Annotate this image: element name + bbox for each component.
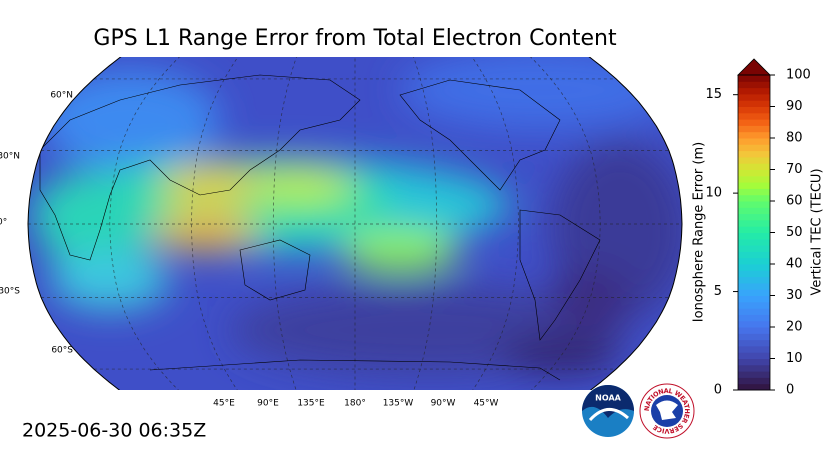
colorbar-band [738, 364, 770, 372]
colorbar-band [738, 219, 770, 227]
colorbar-band [738, 194, 770, 202]
title: GPS L1 Range Error from Total Electron C… [93, 26, 617, 51]
noaa-text: NOAA [595, 394, 621, 403]
colorbar-band [738, 320, 770, 328]
colorbar-band [738, 188, 770, 196]
colorbar-band [738, 339, 770, 347]
colorbar: 0 5 10 15 0 10 20 30 40 50 60 70 80 90 100 Ionosphere R… [692, 58, 825, 398]
colorbar-band [738, 245, 770, 252]
colorbar-band [738, 282, 770, 290]
lat-label: 60°S [51, 346, 73, 356]
colorbar-band [738, 327, 770, 334]
meridian [485, 57, 601, 390]
colorbar-band [738, 106, 770, 114]
right-tick-label: 80 [786, 131, 803, 146]
lon-label: 135°W [383, 399, 414, 409]
right-tick-label: 90 [786, 99, 803, 114]
right-tick-label: 70 [786, 162, 803, 177]
colorbar-band [738, 87, 770, 95]
colorbar-band [738, 156, 770, 164]
colorbar-band [738, 276, 770, 284]
colorbar-band [738, 150, 770, 158]
colorbar-band [738, 119, 770, 126]
right-tick-label: 20 [786, 320, 803, 335]
colorbar-band [738, 201, 770, 208]
coastlines [39, 74, 601, 381]
meridian [441, 57, 519, 390]
colorbar-band [738, 289, 770, 296]
lat-label: 30°S [0, 287, 20, 297]
right-tick-label: 0 [786, 383, 794, 398]
left-tick-label: 0 [714, 383, 722, 398]
colorbar-band [738, 308, 770, 315]
noaa-logo: NOAA [582, 385, 634, 437]
colorbar-band [738, 301, 770, 309]
colorbar-band [738, 81, 770, 89]
right-tick-label: 10 [786, 351, 803, 366]
colorbar-band [738, 213, 770, 221]
lat-label: 60°N [50, 91, 73, 101]
colorbar-band [738, 169, 770, 177]
colorbar-band [738, 358, 770, 366]
colorbar-band [738, 251, 770, 259]
colorbar-band [738, 163, 770, 170]
right-tick-label: 60 [786, 194, 803, 209]
meridian [109, 57, 225, 390]
colorbar-band [738, 207, 770, 215]
colorbar-band [738, 383, 770, 391]
lon-label: 90°E [257, 399, 279, 409]
colorbar-band [738, 264, 770, 271]
colorbar-band [738, 144, 770, 152]
meridian [398, 57, 438, 390]
lon-label: 135°E [297, 399, 325, 409]
colorbar-band [738, 112, 770, 120]
lon-label: 45°W [474, 399, 499, 409]
map-frame [27, 57, 683, 390]
colorbar-band [738, 75, 770, 82]
meridian [272, 57, 312, 390]
tec-field [28, 57, 682, 390]
colorbar-band [738, 238, 770, 246]
colorbar-band [738, 257, 770, 265]
left-tick-label: 5 [714, 284, 722, 299]
left-axis-label: Ionosphere Range Error (m) [692, 142, 707, 322]
colorbar-band [738, 314, 770, 322]
colorbar-band [738, 377, 770, 385]
colorbar-band [738, 131, 770, 139]
timestamp: 2025-06-30 06:35Z [22, 420, 206, 442]
colorbar-band [738, 232, 770, 240]
colorbar-band [738, 226, 770, 233]
lon-label: 45°E [213, 399, 235, 409]
colorbar-band [738, 333, 770, 341]
lon-label: 180° [344, 399, 366, 409]
lon-label: 90°W [431, 399, 456, 409]
right-tick-label: 30 [786, 288, 803, 303]
colorbar-band [738, 125, 770, 133]
colorbar-band [738, 182, 770, 189]
meridian [191, 57, 269, 390]
right-tick-label: 40 [786, 257, 803, 272]
lat-label: 0° [0, 218, 7, 228]
left-tick-label: 10 [705, 186, 722, 201]
nws-logo: NATIONAL WEATHER SERVICE [639, 383, 695, 439]
colorbar-band [738, 138, 770, 145]
lat-label: 30°N [0, 152, 20, 162]
colorbar-band [738, 175, 770, 183]
colorbar-band [738, 352, 770, 359]
colorbar-band [738, 295, 770, 303]
colorbar-band [738, 345, 770, 353]
right-axis-label: Vertical TEC (TECU) [810, 168, 825, 295]
right-tick-label: 50 [786, 225, 803, 240]
colorbar-band [738, 371, 770, 378]
right-tick-label: 100 [786, 68, 811, 83]
colorbar-band [738, 270, 770, 278]
map-crop [28, 57, 682, 390]
colorbar-band [738, 93, 770, 101]
left-tick-label: 15 [705, 87, 722, 102]
colorbar-extend [737, 58, 771, 76]
colorbar-band [738, 100, 770, 107]
